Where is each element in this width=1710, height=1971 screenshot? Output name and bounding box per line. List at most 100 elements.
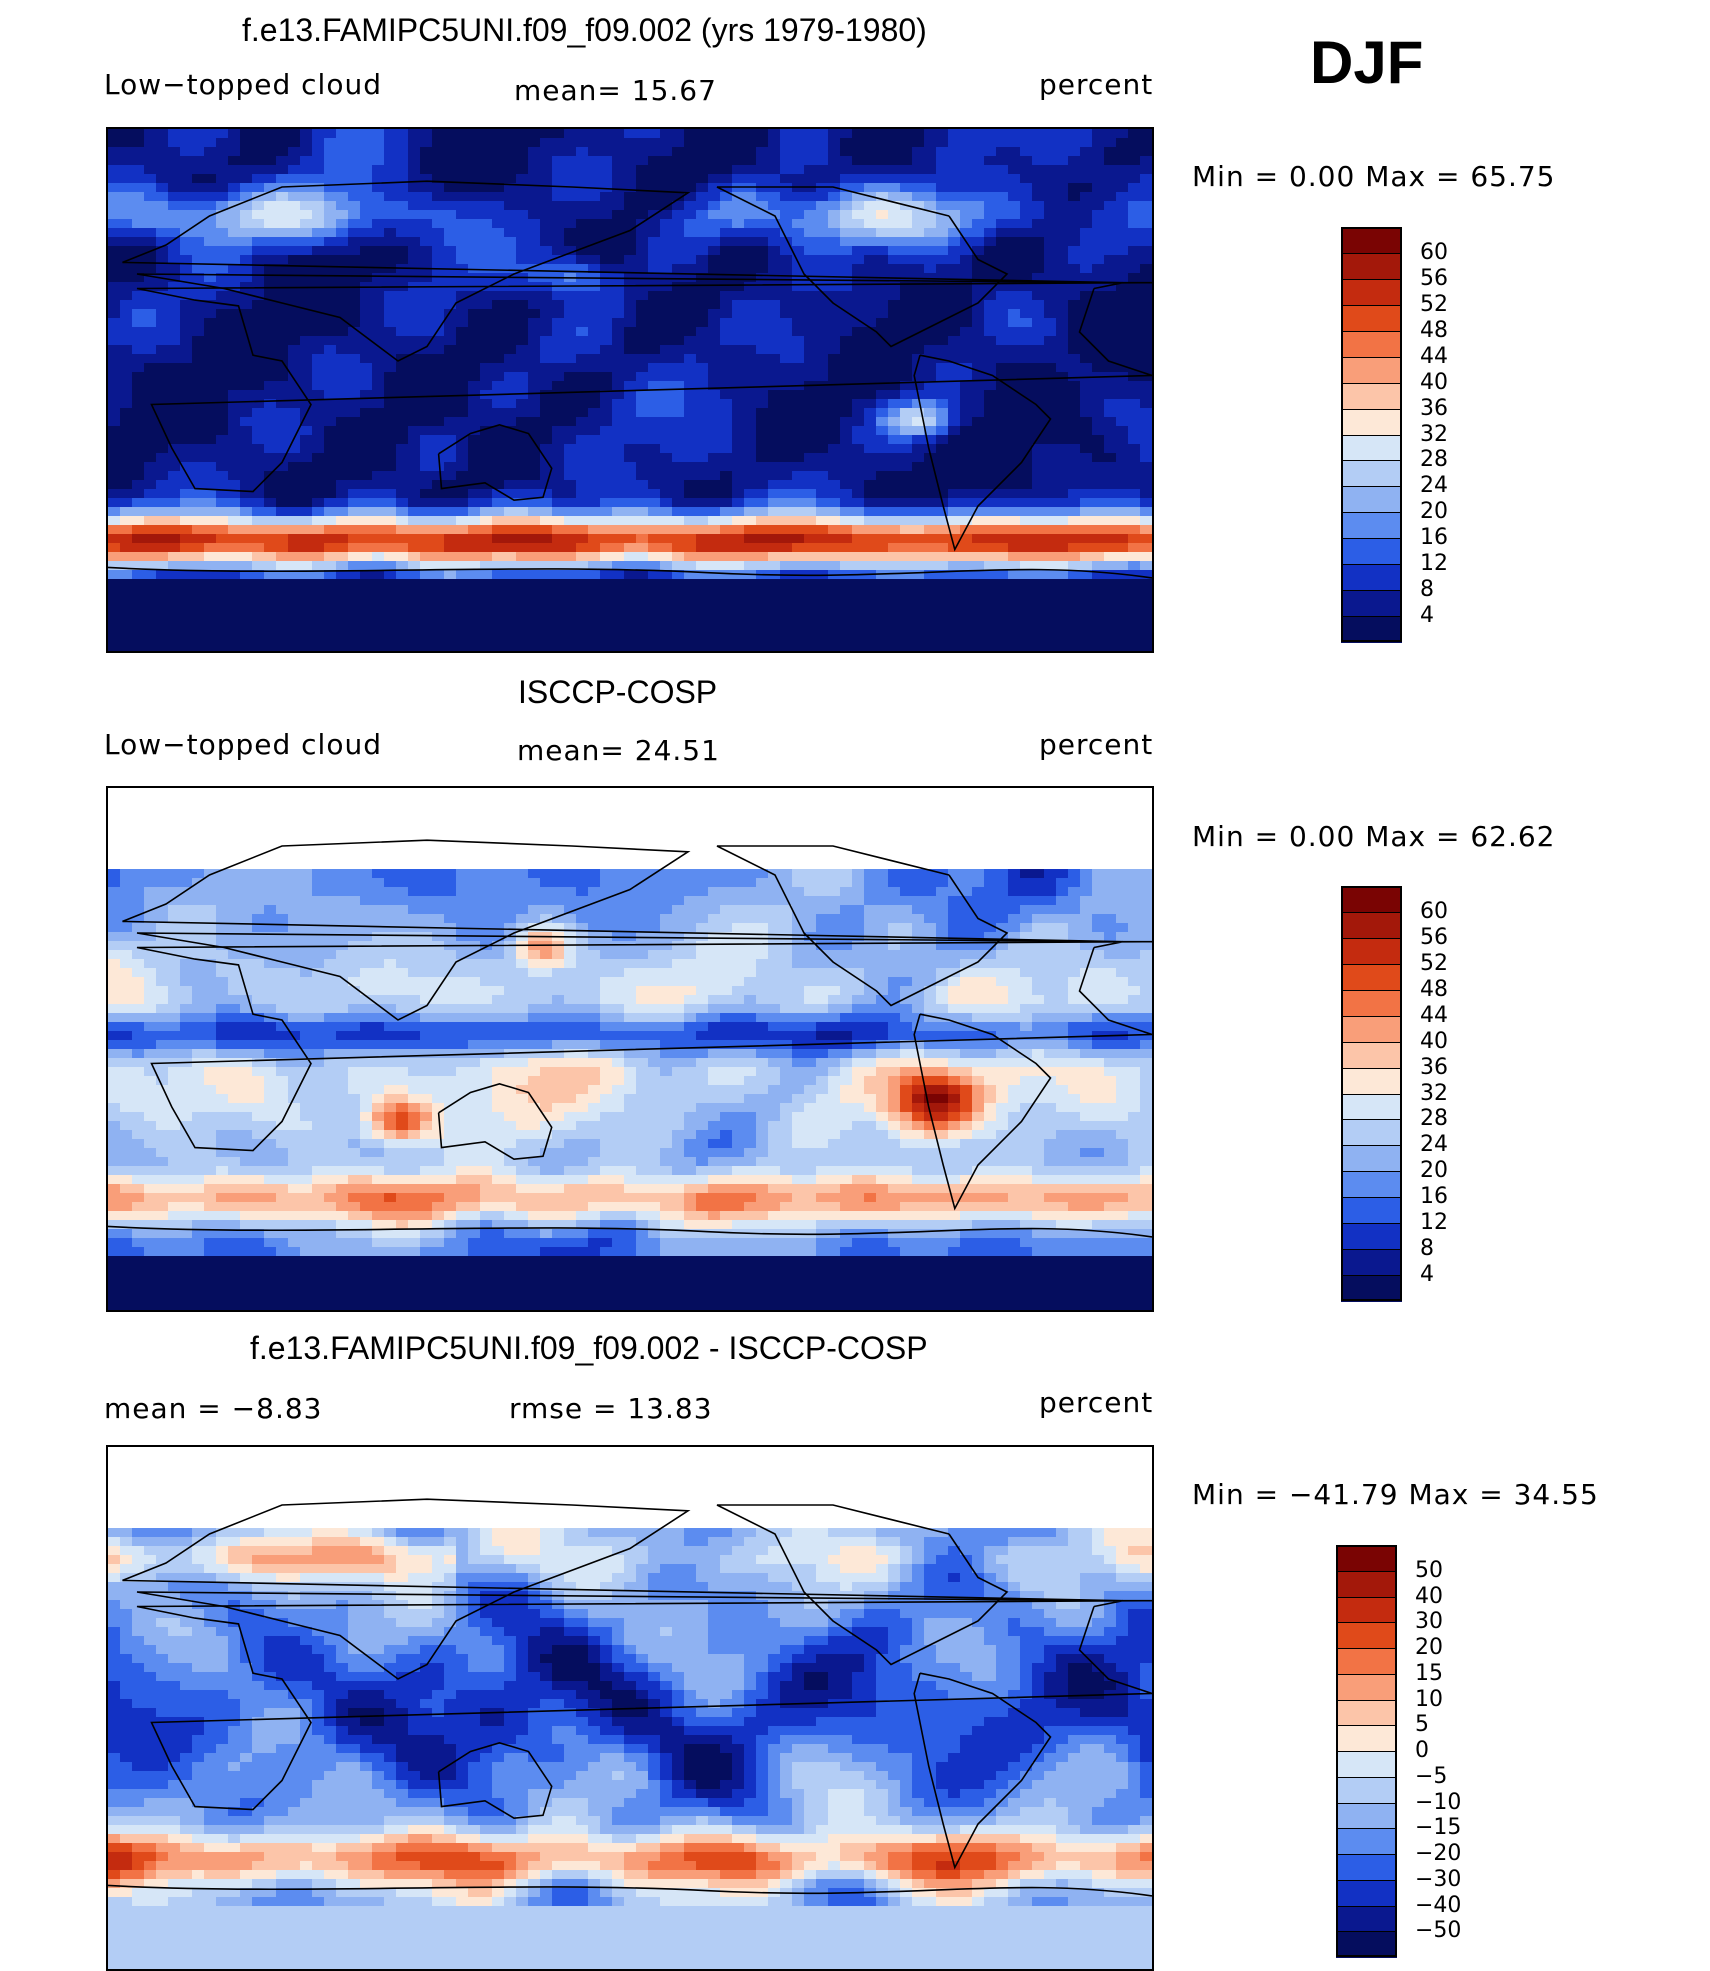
colorbar-tick-label: 40 <box>1420 1028 1448 1054</box>
colorbar-cell <box>1341 486 1402 513</box>
colorbar-tick-label: 16 <box>1420 525 1448 551</box>
colorbar-tick-label: 4 <box>1420 603 1434 629</box>
colorbar-cell <box>1336 1622 1397 1649</box>
colorbar-tick-label: 60 <box>1420 898 1448 924</box>
colorbar-tick-label: −10 <box>1415 1789 1462 1815</box>
colorbar-cell <box>1341 616 1402 643</box>
coastline <box>437 423 553 502</box>
colorbar-cell <box>1336 1802 1397 1829</box>
colorbar-cell <box>1341 590 1402 617</box>
colorbar-diff: 50 40 30 20 15 10 5 0 −5 −10 −15 −20 −30 −40 −50 <box>1336 1545 1461 1958</box>
colorbar-cell <box>1336 1596 1397 1623</box>
colorbar-cell <box>1341 1249 1402 1276</box>
panel-mean-label-obs: mean= 24.51 <box>517 734 720 767</box>
colorbar-cell <box>1336 1699 1397 1726</box>
colorbar-tick-label: 44 <box>1420 1002 1448 1028</box>
colorbar-cell <box>1341 538 1402 565</box>
panel-mean-label-diff: mean = −8.83 <box>104 1392 323 1425</box>
antarctica-coast <box>108 1225 1152 1238</box>
colorbar-cell <box>1336 1905 1397 1932</box>
colorbar-tick-label: 40 <box>1415 1583 1443 1609</box>
colorbar-tick-label: 36 <box>1420 395 1448 421</box>
coastline <box>136 940 1152 1152</box>
colorbar-cell <box>1341 1171 1402 1198</box>
colorbar-cell <box>1336 1673 1397 1700</box>
antarctica-coast <box>108 566 1152 579</box>
colorbar-cell <box>1336 1854 1397 1881</box>
coastlines <box>122 1498 1152 1870</box>
colorbar-tick-label: 30 <box>1415 1609 1443 1635</box>
colorbar-cell <box>1341 1197 1402 1224</box>
colorbar-cell <box>1336 1648 1397 1675</box>
colorbar-cell <box>1341 989 1402 1017</box>
colorbar-cell <box>1341 408 1402 435</box>
colorbar-cell <box>1341 1093 1402 1120</box>
colorbar-cell <box>1341 382 1402 410</box>
colorbar-tick-label: −40 <box>1415 1892 1462 1918</box>
colorbar-cell <box>1341 564 1402 591</box>
colorbar-cell <box>1341 937 1402 965</box>
colorbar-tick-label: 52 <box>1420 950 1448 976</box>
colorbar-frame <box>1341 886 1402 1301</box>
minmax-diff: Min = −41.79 Max = 34.55 <box>1192 1478 1599 1511</box>
panel-variable-label-model: Low−topped cloud <box>104 68 382 101</box>
colorbar-tick-label: 48 <box>1420 317 1448 343</box>
minmax-model: Min = 0.00 Max = 65.75 <box>1192 160 1556 193</box>
colorbar-tick-label: 60 <box>1420 239 1448 265</box>
coastline <box>437 1741 553 1820</box>
coastlines <box>122 180 1152 552</box>
colorbar-tick-label: 28 <box>1420 1106 1448 1132</box>
colorbar-cell <box>1341 1041 1402 1069</box>
colorbar-tick-label: −15 <box>1415 1815 1462 1841</box>
colorbar-model: 60 56 52 48 44 40 36 32 28 24 20 16 12 8 4 <box>1341 227 1448 643</box>
map-model <box>106 127 1154 653</box>
colorbar-cell <box>1341 252 1402 280</box>
colorbar-cell <box>1341 1067 1402 1094</box>
panel-units-label-diff: percent <box>1039 1386 1154 1419</box>
colorbar-cell <box>1336 1828 1397 1855</box>
colorbar-tick-label: 15 <box>1415 1660 1443 1686</box>
coastline <box>913 1672 1052 1870</box>
panel-title-model: f.e13.FAMIPC5UNI.f09_f09.002 (yrs 1979-1… <box>242 12 927 48</box>
coastline <box>122 839 1124 1021</box>
colorbar-cell <box>1341 1145 1402 1172</box>
panel-units-label-model: percent <box>1039 68 1154 101</box>
map-field <box>108 1528 1152 1969</box>
colorbar-tick-label: 0 <box>1415 1738 1429 1763</box>
map-field <box>108 869 1152 1310</box>
colorbar-cell <box>1341 1275 1402 1302</box>
colorbar-cell <box>1341 304 1402 332</box>
coastline <box>716 186 1009 348</box>
map-model-canvas <box>108 129 1152 651</box>
coastline <box>136 281 1152 493</box>
colorbar-cell <box>1341 512 1402 539</box>
colorbar-tick-label: 44 <box>1420 343 1448 369</box>
coastline <box>913 354 1052 552</box>
map-diff-canvas <box>108 1498 1152 1969</box>
colorbar-cell <box>1341 356 1402 384</box>
colorbar-tick-label: 32 <box>1420 421 1448 447</box>
colorbar-tick-label: 12 <box>1420 1210 1448 1236</box>
colorbar-tick-label: 16 <box>1420 1184 1448 1210</box>
colorbar-tick-label: 20 <box>1420 1158 1448 1184</box>
colorbar-cell <box>1341 1119 1402 1146</box>
panel-mean-label-model: mean= 15.67 <box>514 74 717 107</box>
colorbar-cell <box>1336 1751 1397 1778</box>
coastline <box>122 1498 1124 1680</box>
minmax-obs: Min = 0.00 Max = 62.62 <box>1192 820 1556 853</box>
colorbar-cell <box>1341 1223 1402 1250</box>
coastline <box>136 1599 1152 1811</box>
coastline <box>437 1082 553 1161</box>
antarctica-coast <box>108 1884 1152 1897</box>
colorbar-cell <box>1336 1725 1397 1752</box>
colorbar-tick-label: 10 <box>1415 1686 1443 1712</box>
colorbar-cell <box>1341 963 1402 991</box>
coastline <box>122 180 1124 362</box>
colorbar-cell <box>1341 434 1402 461</box>
colorbar-tick-label: −50 <box>1415 1918 1462 1944</box>
colorbar-cell <box>1336 1570 1397 1597</box>
panel-rmse-label-diff: rmse = 13.83 <box>509 1392 713 1425</box>
colorbar-tick-label: −30 <box>1415 1866 1462 1892</box>
coastline <box>913 1013 1052 1211</box>
colorbar-tick-label: 56 <box>1420 265 1448 291</box>
